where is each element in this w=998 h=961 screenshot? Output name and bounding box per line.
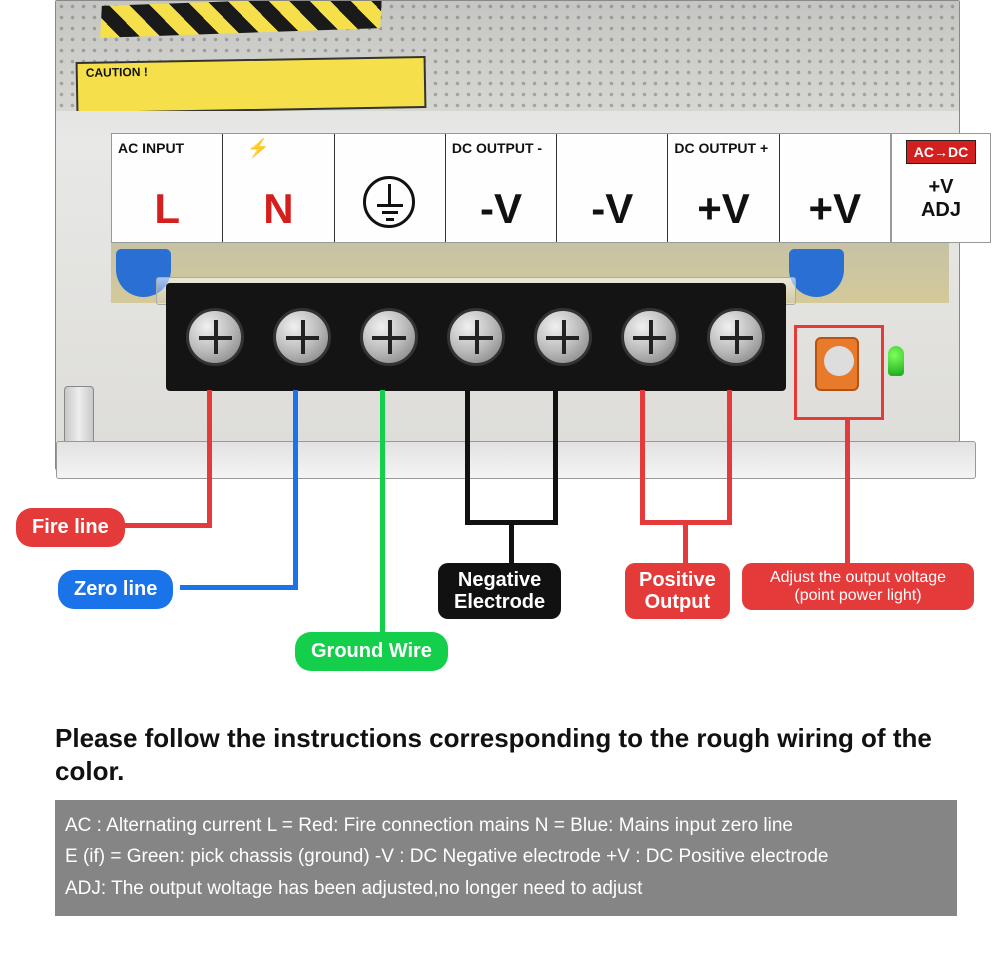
label-negative-electrode: Negative Electrode [438, 563, 561, 619]
psu-unit: CAUTION ! AC INPUT ⚡ L N DC OUTPUT - -V [55, 0, 965, 480]
terminal-label-L: L [154, 188, 180, 230]
terminal-cell-posV1: DC OUTPUT + +V [668, 134, 779, 242]
terminal-label-panel: AC INPUT ⚡ L N DC OUTPUT - -V -V DC OUTP… [111, 133, 891, 243]
terminal-label-posV2: +V [809, 188, 862, 230]
terminal-screw [186, 308, 244, 366]
base-plate [56, 441, 976, 479]
terminal-label-negV2: -V [591, 188, 633, 230]
wire-adj [845, 420, 850, 570]
adj-potentiometer-icon [815, 337, 859, 391]
terminal-label-N: N [263, 188, 293, 230]
terminal-cell-posV2: +V [780, 134, 890, 242]
terminal-label-negV1: -V [480, 188, 522, 230]
adj-label-panel: AC→DC +V ADJ [891, 133, 991, 243]
terminal-cell-negV2: -V [557, 134, 668, 242]
label-fire-line: Fire line [16, 508, 125, 547]
ground-icon [373, 180, 407, 230]
wire-fire [123, 523, 212, 528]
terminal-screw [621, 308, 679, 366]
label-adj-voltage: Adjust the output voltage (point power l… [742, 563, 974, 610]
label-zero-line: Zero line [58, 570, 173, 609]
acdc-badge: AC→DC [906, 140, 976, 164]
caution-stripe [100, 1, 382, 38]
terminal-cell-N: N [223, 134, 334, 242]
wire-zero [180, 585, 298, 590]
power-led-icon [888, 346, 904, 376]
dc-pos-header: DC OUTPUT + [674, 140, 768, 156]
terminal-screw [360, 308, 418, 366]
caution-text: CAUTION ! [78, 58, 424, 82]
terminal-label-posV1: +V [697, 188, 750, 230]
dc-neg-header: DC OUTPUT - [452, 140, 542, 156]
terminal-screw [273, 308, 331, 366]
adj-text: +V ADJ [892, 176, 990, 222]
wire-ground [380, 390, 385, 647]
wire-negative [553, 390, 558, 520]
terminal-screw [534, 308, 592, 366]
terminal-block [166, 283, 786, 391]
terminal-cell-negV1: DC OUTPUT - -V [446, 134, 557, 242]
ac-input-header: AC INPUT [118, 140, 184, 156]
instructions-body: AC : Alternating current L = Red: Fire c… [55, 800, 957, 916]
wire-positive [727, 390, 732, 520]
wire-zero [293, 390, 298, 590]
psu-chassis: CAUTION ! AC INPUT ⚡ L N DC OUTPUT - -V [55, 0, 960, 470]
wire-fire [207, 390, 212, 528]
terminal-screw [707, 308, 765, 366]
terminal-screw [447, 308, 505, 366]
wire-negative [465, 390, 470, 520]
caution-label: CAUTION ! [76, 56, 427, 111]
psu-top-grille: CAUTION ! [56, 1, 959, 111]
wire-positive [640, 390, 645, 520]
terminal-cell-L: AC INPUT ⚡ L [112, 134, 223, 242]
label-ground-wire: Ground Wire [295, 632, 448, 671]
instructions-heading: Please follow the instructions correspon… [55, 722, 935, 787]
label-positive-output: Positive Output [625, 563, 730, 619]
terminal-cell-ground [335, 134, 446, 242]
